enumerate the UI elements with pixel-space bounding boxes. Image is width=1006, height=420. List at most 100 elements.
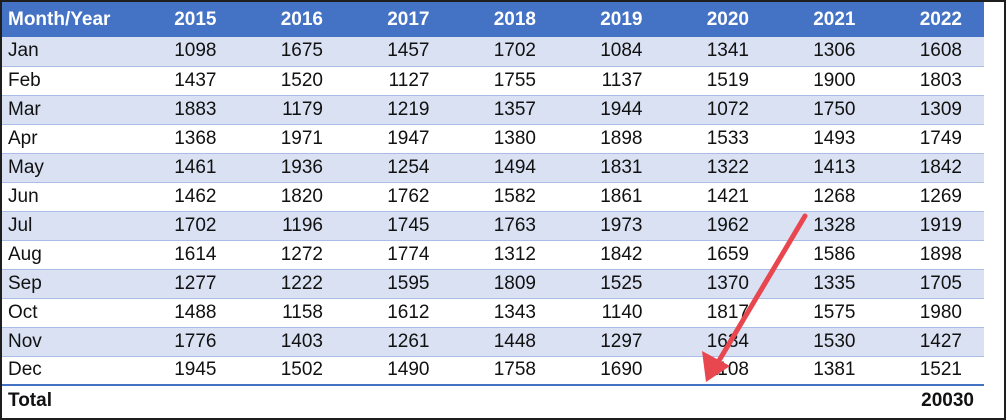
value-cell[interactable]: 1690 xyxy=(558,356,665,386)
value-cell[interactable]: 1437 xyxy=(132,66,239,96)
value-cell[interactable]: 1763 xyxy=(451,211,558,241)
value-cell[interactable]: 1530 xyxy=(771,327,878,357)
value-cell[interactable]: 1521 xyxy=(877,356,984,386)
value-cell[interactable]: 1575 xyxy=(771,298,878,328)
value-cell[interactable]: 1254 xyxy=(345,153,452,183)
value-cell[interactable]: 1947 xyxy=(345,124,452,154)
value-cell[interactable]: 1493 xyxy=(771,124,878,154)
month-cell[interactable]: Apr xyxy=(2,124,132,154)
value-cell[interactable]: 1448 xyxy=(451,327,558,357)
value-cell[interactable]: 1861 xyxy=(558,182,665,212)
value-cell[interactable]: 1582 xyxy=(451,182,558,212)
value-cell[interactable]: 1137 xyxy=(558,66,665,96)
value-cell[interactable]: 1702 xyxy=(451,37,558,67)
value-cell[interactable]: 1705 xyxy=(877,269,984,299)
value-cell[interactable]: 1381 xyxy=(771,356,878,386)
value-cell[interactable]: 1127 xyxy=(345,66,452,96)
value-cell[interactable]: 1269 xyxy=(877,182,984,212)
value-cell[interactable]: 1421 xyxy=(664,182,771,212)
month-cell[interactable]: Nov xyxy=(2,327,132,357)
value-cell[interactable]: 1898 xyxy=(877,240,984,270)
total-empty-cell[interactable] xyxy=(451,384,558,415)
value-cell[interactable]: 1774 xyxy=(345,240,452,270)
value-cell[interactable]: 1179 xyxy=(238,95,345,125)
value-cell[interactable]: 1973 xyxy=(558,211,665,241)
value-cell[interactable]: 1608 xyxy=(877,37,984,67)
header-cell-year[interactable]: 2017 xyxy=(387,8,430,30)
value-cell[interactable]: 1341 xyxy=(664,37,771,67)
value-cell[interactable]: 1980 xyxy=(877,298,984,328)
value-cell[interactable]: 1427 xyxy=(877,327,984,357)
month-cell[interactable]: Dec xyxy=(2,356,132,386)
header-cell-year[interactable]: 2018 xyxy=(493,8,536,30)
total-empty-cell[interactable] xyxy=(664,384,771,415)
value-cell[interactable]: 1084 xyxy=(558,37,665,67)
value-cell[interactable]: 1196 xyxy=(238,211,345,241)
value-cell[interactable]: 1898 xyxy=(558,124,665,154)
header-cell-year[interactable]: 2019 xyxy=(600,8,643,30)
month-cell[interactable]: Jan xyxy=(2,37,132,67)
value-cell[interactable]: 1502 xyxy=(238,356,345,386)
value-cell[interactable]: 1520 xyxy=(238,66,345,96)
value-cell[interactable]: 1370 xyxy=(664,269,771,299)
value-cell[interactable]: 1413 xyxy=(771,153,878,183)
value-cell[interactable]: 1277 xyxy=(132,269,239,299)
value-cell[interactable]: 1755 xyxy=(451,66,558,96)
value-cell[interactable]: 1962 xyxy=(664,211,771,241)
value-cell[interactable]: 1519 xyxy=(664,66,771,96)
value-cell[interactable]: 1306 xyxy=(771,37,878,67)
value-cell[interactable]: 1462 xyxy=(132,182,239,212)
month-cell[interactable]: Jun xyxy=(2,182,132,212)
value-cell[interactable]: 1380 xyxy=(451,124,558,154)
value-cell[interactable]: 1776 xyxy=(132,327,239,357)
value-cell[interactable]: 1831 xyxy=(558,153,665,183)
month-cell[interactable]: May xyxy=(2,153,132,183)
value-cell[interactable]: 1297 xyxy=(558,327,665,357)
header-cell-year[interactable]: 2021 xyxy=(813,8,856,30)
value-cell[interactable]: 1675 xyxy=(238,37,345,67)
total-empty-cell[interactable] xyxy=(132,384,239,415)
value-cell[interactable]: 1098 xyxy=(132,37,239,67)
value-cell[interactable]: 1533 xyxy=(664,124,771,154)
total-label-cell[interactable]: Total xyxy=(2,384,132,415)
value-cell[interactable]: 1817 xyxy=(664,298,771,328)
value-cell[interactable]: 1343 xyxy=(451,298,558,328)
header-cell-year[interactable]: 2022 xyxy=(919,8,962,30)
value-cell[interactable]: 1368 xyxy=(132,124,239,154)
value-cell[interactable]: 1457 xyxy=(345,37,452,67)
value-cell[interactable]: 1108 xyxy=(664,356,771,386)
value-cell[interactable]: 1809 xyxy=(451,269,558,299)
value-cell[interactable]: 1803 xyxy=(877,66,984,96)
value-cell[interactable]: 1749 xyxy=(877,124,984,154)
month-cell[interactable]: Feb xyxy=(2,66,132,96)
header-cell-year[interactable]: 2016 xyxy=(280,8,323,30)
value-cell[interactable]: 1936 xyxy=(238,153,345,183)
value-cell[interactable]: 1762 xyxy=(345,182,452,212)
value-cell[interactable]: 1612 xyxy=(345,298,452,328)
value-cell[interactable]: 1883 xyxy=(132,95,239,125)
month-cell[interactable]: Aug xyxy=(2,240,132,270)
value-cell[interactable]: 1842 xyxy=(558,240,665,270)
month-cell[interactable]: Mar xyxy=(2,95,132,125)
value-cell[interactable]: 1494 xyxy=(451,153,558,183)
value-cell[interactable]: 1219 xyxy=(345,95,452,125)
value-cell[interactable]: 1842 xyxy=(877,153,984,183)
value-cell[interactable]: 1357 xyxy=(451,95,558,125)
header-cell-month-year[interactable]: Month/Year xyxy=(8,8,111,30)
total-empty-cell[interactable] xyxy=(771,384,878,415)
value-cell[interactable]: 1309 xyxy=(877,95,984,125)
total-empty-cell[interactable] xyxy=(558,384,665,415)
month-cell[interactable]: Sep xyxy=(2,269,132,299)
value-cell[interactable]: 1659 xyxy=(664,240,771,270)
value-cell[interactable]: 1490 xyxy=(345,356,452,386)
value-cell[interactable]: 1158 xyxy=(238,298,345,328)
value-cell[interactable]: 1820 xyxy=(238,182,345,212)
value-cell[interactable]: 1900 xyxy=(771,66,878,96)
value-cell[interactable]: 1072 xyxy=(664,95,771,125)
value-cell[interactable]: 1595 xyxy=(345,269,452,299)
header-cell-year[interactable]: 2020 xyxy=(706,8,749,30)
value-cell[interactable]: 1322 xyxy=(664,153,771,183)
value-cell[interactable]: 1971 xyxy=(238,124,345,154)
value-cell[interactable]: 1944 xyxy=(558,95,665,125)
value-cell[interactable]: 1750 xyxy=(771,95,878,125)
